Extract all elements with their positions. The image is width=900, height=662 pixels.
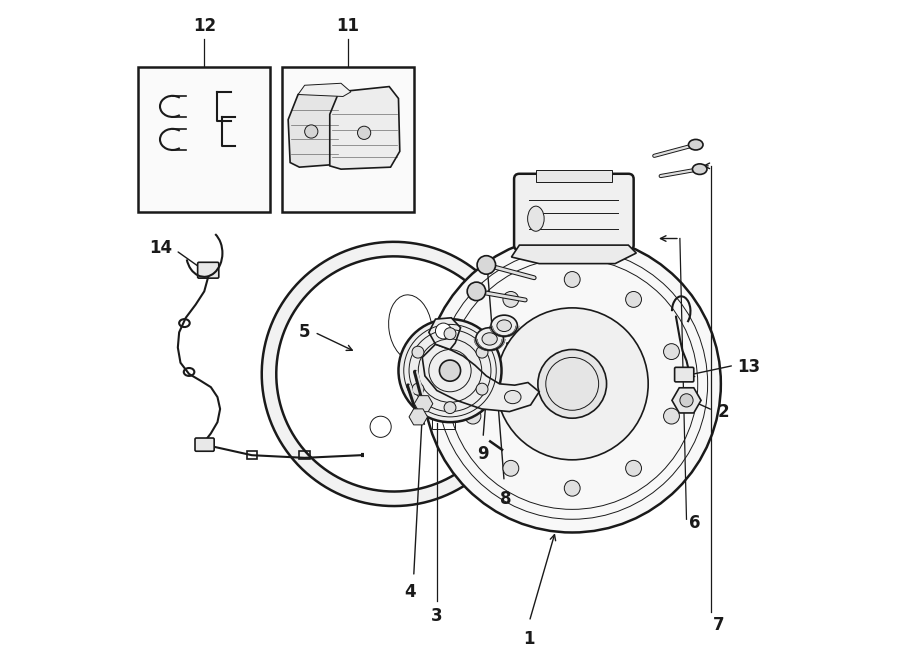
Circle shape bbox=[626, 460, 642, 476]
Polygon shape bbox=[429, 318, 461, 350]
Circle shape bbox=[357, 126, 371, 140]
Circle shape bbox=[476, 346, 488, 358]
Text: 14: 14 bbox=[149, 240, 173, 258]
Polygon shape bbox=[298, 83, 351, 97]
Text: 1: 1 bbox=[524, 630, 535, 647]
Bar bbox=[139, 67, 270, 212]
Bar bbox=[282, 67, 414, 212]
Circle shape bbox=[503, 460, 518, 476]
Circle shape bbox=[370, 416, 392, 438]
Circle shape bbox=[538, 350, 607, 418]
Text: 7: 7 bbox=[713, 616, 725, 634]
Circle shape bbox=[626, 291, 642, 307]
Circle shape bbox=[465, 344, 481, 359]
Bar bbox=[247, 451, 257, 459]
Ellipse shape bbox=[497, 320, 511, 332]
Circle shape bbox=[399, 319, 501, 422]
Circle shape bbox=[305, 125, 318, 138]
Text: 8: 8 bbox=[500, 489, 512, 508]
Ellipse shape bbox=[389, 295, 432, 361]
Ellipse shape bbox=[505, 391, 521, 404]
Circle shape bbox=[477, 256, 496, 274]
Polygon shape bbox=[511, 245, 636, 263]
Circle shape bbox=[412, 383, 424, 395]
Polygon shape bbox=[422, 344, 539, 412]
Text: 9: 9 bbox=[477, 445, 489, 463]
Circle shape bbox=[663, 344, 680, 359]
Ellipse shape bbox=[476, 328, 503, 350]
Circle shape bbox=[503, 291, 518, 307]
Circle shape bbox=[680, 394, 693, 407]
FancyBboxPatch shape bbox=[675, 367, 694, 382]
Circle shape bbox=[424, 235, 721, 532]
Circle shape bbox=[465, 408, 481, 424]
Circle shape bbox=[436, 323, 451, 339]
Circle shape bbox=[467, 282, 486, 301]
Circle shape bbox=[564, 271, 580, 287]
Ellipse shape bbox=[491, 315, 518, 336]
Polygon shape bbox=[329, 87, 400, 169]
FancyBboxPatch shape bbox=[198, 262, 219, 278]
Circle shape bbox=[564, 481, 580, 496]
Circle shape bbox=[663, 408, 680, 424]
Text: 10: 10 bbox=[537, 371, 560, 389]
Text: 5: 5 bbox=[299, 323, 310, 342]
Ellipse shape bbox=[527, 206, 544, 231]
Text: 6: 6 bbox=[689, 514, 700, 532]
FancyBboxPatch shape bbox=[195, 438, 214, 451]
Circle shape bbox=[412, 346, 424, 358]
Text: 3: 3 bbox=[431, 607, 443, 625]
FancyBboxPatch shape bbox=[514, 173, 634, 250]
Circle shape bbox=[444, 402, 456, 414]
Circle shape bbox=[444, 328, 456, 340]
Ellipse shape bbox=[692, 164, 707, 174]
Text: 13: 13 bbox=[737, 358, 760, 376]
Polygon shape bbox=[262, 242, 521, 506]
Text: 2: 2 bbox=[717, 402, 729, 420]
Bar bbox=[300, 451, 310, 459]
Polygon shape bbox=[288, 87, 343, 167]
Ellipse shape bbox=[482, 333, 498, 345]
Circle shape bbox=[496, 308, 648, 460]
Circle shape bbox=[476, 383, 488, 395]
Text: 4: 4 bbox=[405, 583, 416, 601]
Text: 12: 12 bbox=[193, 17, 216, 35]
Circle shape bbox=[439, 360, 461, 381]
Bar bbox=[431, 409, 455, 429]
Bar bbox=[536, 171, 612, 182]
Ellipse shape bbox=[688, 140, 703, 150]
Text: 11: 11 bbox=[336, 17, 359, 35]
